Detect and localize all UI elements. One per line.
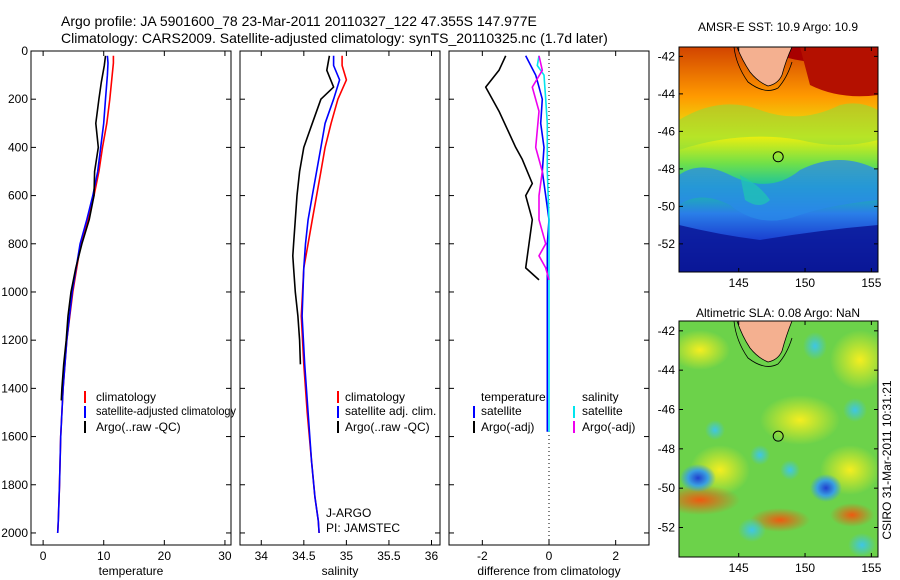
x-tick-label: 145 <box>729 561 749 575</box>
legend-header-salinity: salinity <box>582 390 619 404</box>
legend-label: Argo(-adj) <box>481 420 534 434</box>
x-tick-label: 150 <box>795 561 815 575</box>
x-tick-label: 30 <box>218 549 232 563</box>
series-line <box>301 55 341 534</box>
x-tick-label: 34.5 <box>292 549 316 563</box>
y-tick-label: 1400 <box>1 381 28 395</box>
series-line <box>56 55 115 534</box>
sst-map-title: AMSR-E SST: 10.9 Argo: 10.9 <box>698 20 858 34</box>
x-tick-label: 35.5 <box>377 549 401 563</box>
series-line <box>531 55 550 281</box>
difference-plot: -2 0 2 <box>449 50 649 563</box>
sst-map-coast <box>733 46 793 91</box>
y-tick-label: -42 <box>658 49 676 63</box>
legend-label: satellite <box>481 404 522 418</box>
y-tick-label: 1200 <box>1 333 28 347</box>
salinity-plot: 34 34.5 35 35.5 36 <box>240 50 440 563</box>
x-tick-label: 0 <box>40 549 47 563</box>
legend-label: climatology <box>345 390 405 404</box>
y-tick-label: 400 <box>8 140 28 154</box>
x-tick-label: 34 <box>255 549 269 563</box>
salinity-axes <box>239 50 441 546</box>
y-tick-label: 1800 <box>1 478 28 492</box>
sst-map-image <box>679 47 878 272</box>
y-tick-label: -50 <box>658 199 676 213</box>
y-tick-label: 0 <box>21 44 28 58</box>
y-tick-label: -42 <box>658 324 676 338</box>
y-tick-label: -46 <box>658 403 676 417</box>
y-tick-label: 1000 <box>1 285 28 299</box>
x-tick-label: -2 <box>477 549 488 563</box>
x-tick-label: 155 <box>861 561 881 575</box>
sla-map-coast <box>733 320 793 367</box>
x-tick-label: 20 <box>158 549 172 563</box>
x-tick-label: 10 <box>97 549 111 563</box>
y-tick-label: -44 <box>658 363 676 377</box>
sst-map-axes: 145 150 155 -42 -44 -46 -48 -50 -52 <box>658 47 882 290</box>
series-line <box>524 55 550 432</box>
legend-header-temperature: temperature <box>481 390 546 404</box>
legend-label: Argo(-adj) <box>582 420 635 434</box>
y-tick-label: -52 <box>658 521 676 535</box>
sla-map-axes: 145 150 155 -42 -44 -46 -48 -50 -52 <box>658 321 882 575</box>
legend-label: climatology <box>96 390 156 404</box>
difference-xlabel: difference from climatology <box>477 564 620 578</box>
y-tick-label: -50 <box>658 481 676 495</box>
temperature-plot: 0 10 20 30 0 200 400 600 800 1000 1200 1400 1600 1800… <box>1 44 232 563</box>
y-tick-label: -48 <box>658 162 676 176</box>
salinity-legend: climatology satellite adj. clim. Argo(..… <box>326 390 436 535</box>
header-line1: Argo profile: JA 5901600_78 23-Mar-2011 … <box>61 13 537 29</box>
x-tick-label: 2 <box>612 549 619 563</box>
legend-label: Argo(..raw -QC) <box>96 420 181 434</box>
y-tick-label: 200 <box>8 92 28 106</box>
annotation-program: J-ARGO <box>326 506 371 520</box>
sla-map-title: Altimetric SLA: 0.08 Argo: NaN <box>696 306 860 320</box>
x-tick-label: 36 <box>425 549 439 563</box>
legend-label: satellite adj. clim. <box>345 404 436 418</box>
difference-legend: temperature salinity satellite Argo(-adj… <box>473 390 635 434</box>
temperature-xlabel: temperature <box>99 564 164 578</box>
series-line <box>291 55 335 365</box>
y-tick-label: -46 <box>658 124 676 138</box>
x-tick-label: 0 <box>546 549 553 563</box>
credit-text: CSIRO 31-Mar-2011 10:31:21 <box>880 380 894 540</box>
y-tick-label: -44 <box>658 87 676 101</box>
y-tick-label: 2000 <box>1 526 28 540</box>
y-tick-label: -52 <box>658 237 676 251</box>
series-line <box>56 55 109 534</box>
x-tick-label: 155 <box>861 276 881 290</box>
x-tick-label: 35 <box>340 549 354 563</box>
float-position-marker <box>772 430 784 442</box>
legend-label: satellite-adjusted climatology <box>96 404 236 418</box>
float-position-marker <box>772 151 784 163</box>
salinity-xlabel: salinity <box>322 564 359 578</box>
annotation-pi: PI: JAMSTEC <box>326 521 400 535</box>
header-line2: Climatology: CARS2009. Satellite-adjuste… <box>61 30 608 46</box>
y-tick-label: 800 <box>8 237 28 251</box>
series-line <box>60 55 107 401</box>
y-tick-label: -48 <box>658 442 676 456</box>
temperature-axes <box>30 50 232 546</box>
y-tick-label: 600 <box>8 189 28 203</box>
series-line <box>484 55 540 281</box>
x-tick-label: 145 <box>729 276 749 290</box>
legend-label: Argo(..raw -QC) <box>345 420 430 434</box>
y-tick-label: 1600 <box>1 430 28 444</box>
sla-map-image <box>679 321 878 557</box>
legend-label: satellite <box>582 404 623 418</box>
sla-map-frame <box>678 320 879 558</box>
series-line <box>536 55 550 432</box>
temperature-legend: climatology satellite-adjusted climatolo… <box>84 390 236 434</box>
x-tick-label: 150 <box>795 276 815 290</box>
sst-map-frame <box>678 46 879 273</box>
